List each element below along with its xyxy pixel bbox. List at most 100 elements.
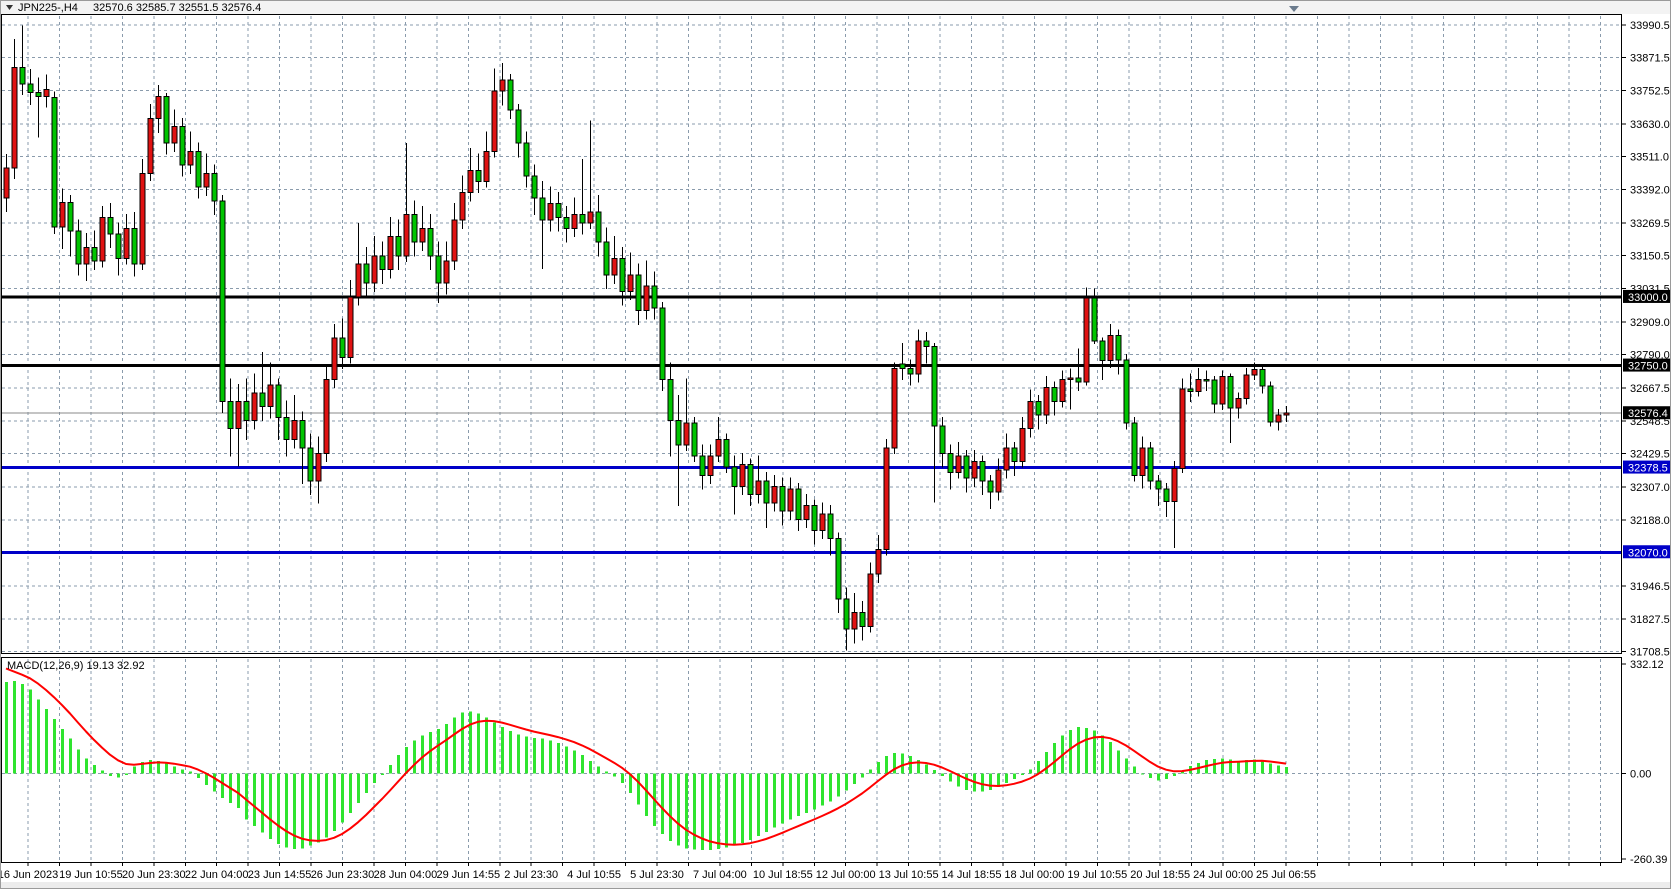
time-axis-label[interactable]: 19 Jun 10:55 [59,869,123,881]
macd-histogram-bar [517,734,520,774]
price-tick-label: 32307.0 [1630,482,1670,494]
time-axis-label[interactable]: 28 Jun 04:00 [374,869,438,881]
candle-bullish [11,67,18,169]
candle-bearish [923,340,930,347]
candle-bullish [251,392,258,421]
candle-bearish [667,378,674,421]
candle-bullish [1243,374,1250,400]
candle-bearish [651,285,658,309]
candle-bearish [411,214,418,243]
price-tick-label: 32667.5 [1630,383,1670,395]
candle-bearish [843,598,850,630]
main-panel-gridlines [2,16,1621,652]
time-axis-label[interactable]: 14 Jul 18:55 [942,869,1002,881]
time-axis-label[interactable]: 24 Jul 00:00 [1193,869,1253,881]
macd-histogram-bar [1037,760,1040,774]
time-axis-label[interactable]: 5 Jul 23:30 [630,869,684,881]
macd-histogram-bar [533,737,536,774]
price-tick-label: 33630.0 [1630,119,1670,131]
candle-bearish [603,241,610,276]
candle-bearish [947,452,954,474]
macd-histogram-bar [341,773,344,823]
candle-bullish [403,214,410,257]
time-axis-label[interactable]: 26 Jun 23:30 [311,869,375,881]
time-axis-label[interactable]: 29 Jun 14:55 [436,869,500,881]
candle-bullish [995,469,1002,493]
macd-histogram-bar [1085,727,1088,774]
candle-bullish [83,247,90,265]
macd-tick-label: 332.12 [1630,659,1664,671]
time-axis-label[interactable]: 10 Jul 18:55 [753,869,813,881]
macd-histogram-bar [109,773,112,776]
time-axis-label[interactable]: 19 Jul 10:55 [1067,869,1127,881]
time-axis-label[interactable]: 22 Jun 04:00 [185,869,249,881]
time-axis[interactable]: 16 Jun 2023 19 Jun 10:55 20 Jun 23:30 22 Ju… [1,862,1671,889]
main-plot-border[interactable] [1,14,1622,654]
time-axis-label[interactable]: 16 Jun 2023 [1,869,58,881]
macd-histogram-bar [1213,758,1216,774]
candle-bullish [419,227,426,243]
time-axis-label[interactable]: 7 Jul 04:00 [693,869,747,881]
time-axis-label[interactable]: 4 Jul 10:55 [567,869,621,881]
macd-histogram-bar [693,773,696,850]
macd-histogram-bar [669,773,672,841]
candle-bullish [1179,388,1186,470]
candle-bearish [1131,422,1138,476]
candle-bullish [99,216,106,262]
candle-bullish [1195,378,1202,393]
candle-bearish [1035,400,1042,416]
candle-bearish [539,197,546,221]
candle-bearish [675,419,682,446]
time-axis-label[interactable]: 18 Jul 00:00 [1004,869,1064,881]
macd-histogram-bar [941,773,944,776]
candle-bearish [931,345,938,427]
time-axis-label[interactable]: 20 Jul 18:55 [1130,869,1190,881]
macd-histogram-bar [853,773,856,784]
candle-bearish [1099,340,1106,362]
price-axis[interactable]: 33990.5 33871.5 33752.5 33630.0 33511.0 33392… [1621,20,1670,659]
macd-histogram-bar [317,773,320,843]
candle-bullish [1275,414,1282,423]
chart-title-bar: JPN225-,H4 32570.6 32585.7 32551.5 32576… [1,1,1670,14]
macd-histogram-bar [101,770,104,774]
macd-histogram-bar [869,769,872,774]
candle-bearish [1147,447,1154,482]
candle-bearish [1163,488,1170,502]
macd-histogram-bar [1285,767,1288,774]
candle-bullish [235,400,242,430]
macd-histogram-bar [197,773,200,779]
macd-histogram-bar [757,773,760,836]
time-axis-label[interactable]: 2 Jul 23:30 [504,869,558,881]
candle-bullish [883,447,890,551]
time-axis-label[interactable]: 23 Jun 14:55 [248,869,312,881]
price-tick-label: 32188.0 [1630,515,1670,527]
macd-histogram-bar [949,773,952,782]
macd-histogram-bar [1045,751,1048,774]
price-tick-label: 33150.5 [1630,251,1670,263]
macd-histogram-bar [1245,760,1248,774]
candle-bearish [211,172,218,202]
chart-shift-marker-icon[interactable] [1289,6,1299,12]
candle-bullish [43,89,50,98]
candle-bearish [227,400,234,430]
time-axis-label[interactable]: 12 Jul 00:00 [816,869,876,881]
candle-bullish [739,463,746,487]
candle-bearish [363,263,370,284]
candle-bearish [259,392,266,408]
time-axis-label[interactable]: 13 Jul 10:55 [879,869,939,881]
macd-plot-border[interactable] [1,657,1622,863]
candle-bearish [635,274,642,312]
macd-histogram-bar [1221,758,1224,774]
candle-bullish [459,192,466,221]
candle-bearish [595,211,602,243]
candle-bearish [763,480,770,504]
time-axis-label[interactable]: 20 Jun 23:30 [122,869,186,881]
macd-histogram-bar [349,773,352,813]
candle-bearish [747,463,754,496]
macd-indicator-label: MACD(12,26,9) 19.13 32.92 [7,660,145,672]
time-axis-label[interactable]: 25 Jul 06:55 [1256,869,1316,881]
symbol-dropdown-icon[interactable] [6,5,13,10]
candle-bullish [1059,378,1066,402]
macd-histogram-bar [285,773,288,848]
